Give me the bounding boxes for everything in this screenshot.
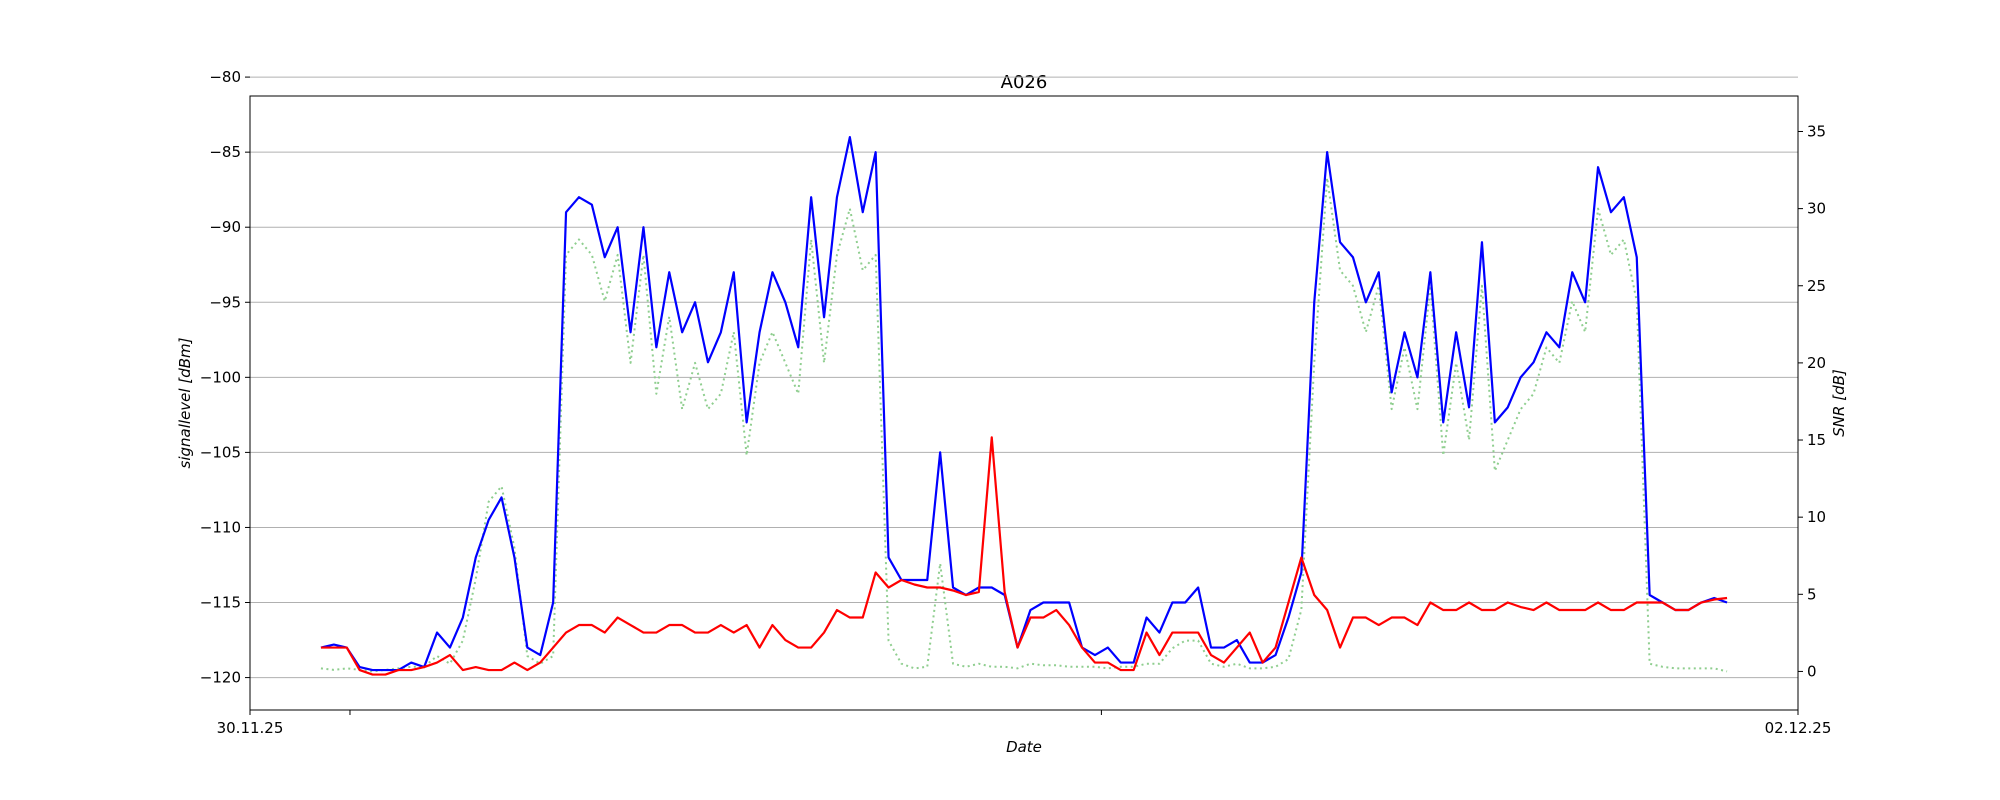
x-axis-label: Date [1006,738,1042,756]
y-tick-label: −120 [200,669,241,687]
chart-title: A026 [1001,72,1048,93]
y-tick-label: −85 [209,143,241,161]
y2-axis-label: SNR [dB] [1830,369,1848,437]
y2-tick-label: 35 [1807,122,1826,140]
y2-tick-label: 25 [1807,277,1826,295]
y2-tick-label: 30 [1807,200,1826,218]
y-tick-label: −90 [209,218,241,236]
y-tick-label: −95 [209,293,241,311]
y-tick-label: −100 [200,368,241,386]
y2-tick-label: 0 [1807,662,1817,680]
y-axis-label: signallevel [dBm] [176,337,194,468]
y-tick-label: −115 [200,594,241,612]
x-tick-label: 02.12.25 [1765,719,1832,737]
y-tick-label: −80 [209,68,241,86]
plot-frame [249,95,1799,711]
data-line [320,136,1728,672]
y-tick-label: −110 [200,518,241,536]
y2-tick-label: 10 [1807,508,1826,526]
x-tick-label: 30.11.25 [217,719,284,737]
data-line [320,176,1728,673]
data-line [320,436,1728,676]
y2-tick-label: 20 [1807,354,1826,372]
y2-tick-label: 5 [1807,585,1817,603]
y-tick-label: −105 [200,443,241,461]
y2-tick-label: 15 [1807,431,1826,449]
